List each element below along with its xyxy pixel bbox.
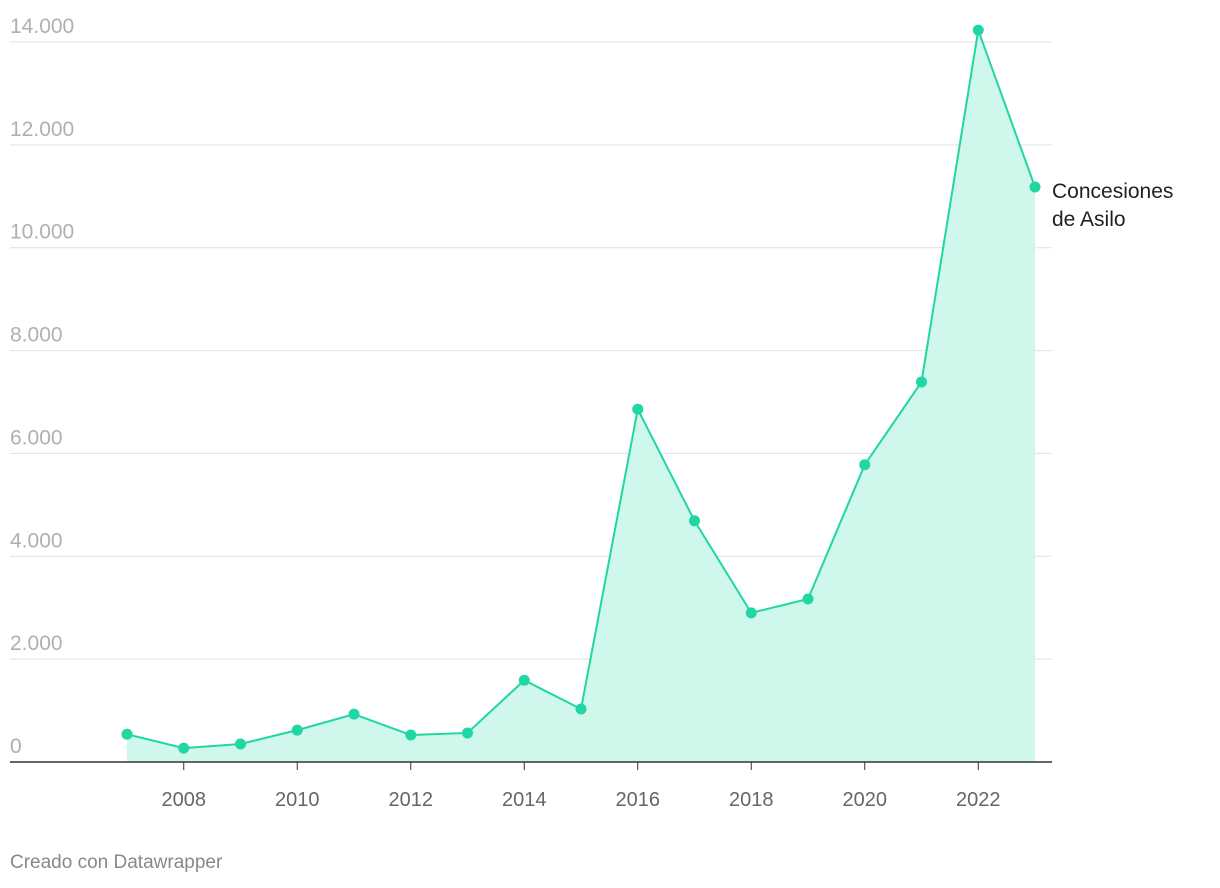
- point: [859, 459, 871, 471]
- point: [291, 724, 303, 736]
- x-tick-label: 2008: [162, 789, 207, 811]
- x-tick-label: 2016: [616, 789, 661, 811]
- y-tick-label: 14.000: [10, 15, 74, 38]
- y-tick-label: 12.000: [10, 118, 74, 141]
- point: [405, 729, 417, 741]
- y-tick-label: 10.000: [10, 221, 74, 244]
- point: [348, 708, 360, 720]
- y-tick-label: 4.000: [10, 529, 63, 552]
- point: [518, 674, 530, 686]
- x-tick-label: 2022: [956, 789, 1001, 811]
- point: [462, 727, 473, 739]
- x-tick-label: 2010: [275, 789, 320, 811]
- y-tick-label: 6.000: [10, 426, 63, 449]
- point: [689, 515, 700, 527]
- point: [972, 24, 984, 36]
- x-tick-label: 2014: [502, 789, 547, 811]
- credit: Creado con Datawrapper: [10, 852, 223, 873]
- series-label: Concesiones de Asilo: [1052, 180, 1174, 231]
- area: [127, 30, 1035, 762]
- x-tick-label: 2020: [843, 789, 888, 811]
- point: [1029, 181, 1041, 193]
- point: [802, 593, 814, 605]
- y-tick-label: 0: [10, 735, 22, 758]
- point: [178, 742, 190, 754]
- point: [916, 376, 927, 388]
- point: [121, 728, 133, 740]
- x-tick-label: 2018: [729, 789, 774, 811]
- point: [575, 703, 587, 715]
- point: [235, 738, 246, 750]
- x-tick-label: 2012: [389, 789, 434, 811]
- point: [745, 607, 757, 619]
- y-tick-label: 8.000: [10, 324, 63, 347]
- y-tick-label: 2.000: [10, 632, 63, 655]
- point: [632, 403, 644, 415]
